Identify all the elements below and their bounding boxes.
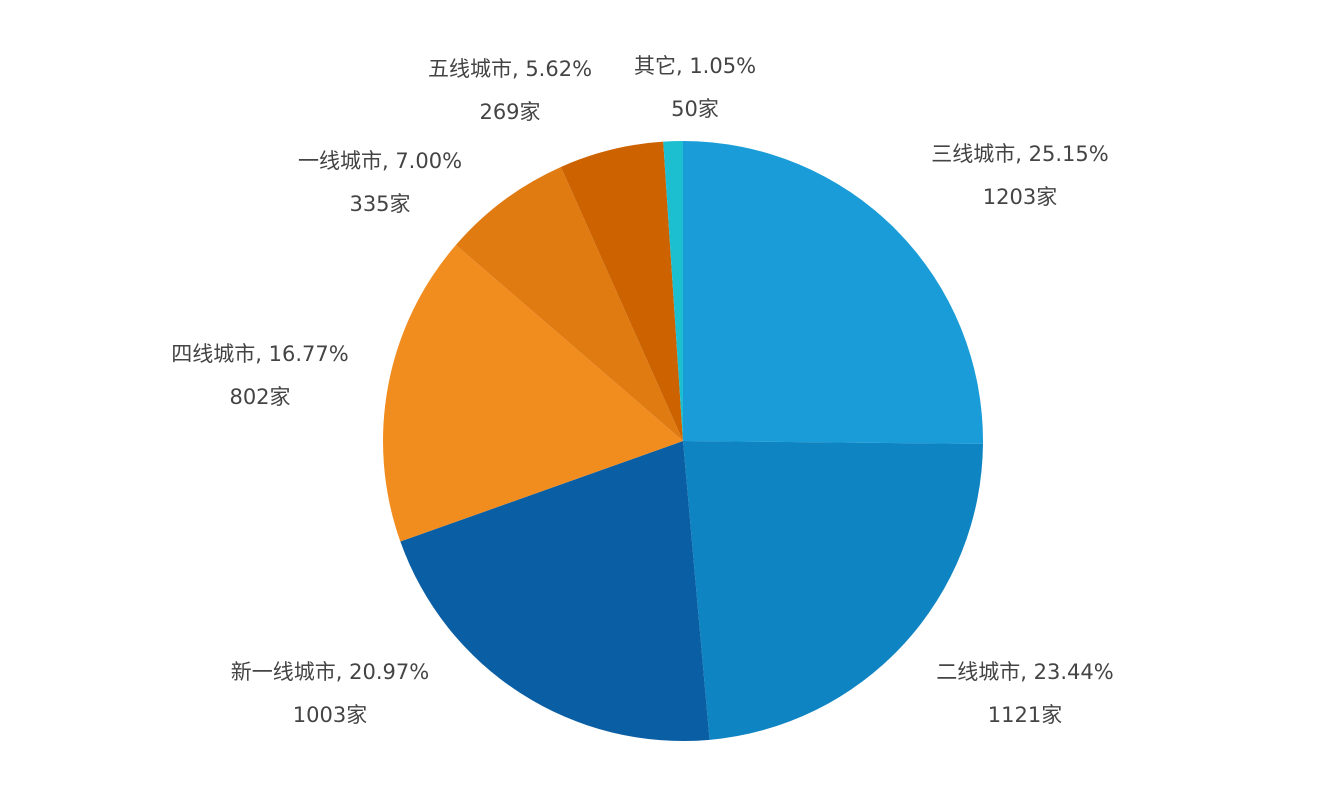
category-name: 四线城市 bbox=[171, 342, 255, 366]
count-label: 269家 bbox=[479, 100, 540, 124]
pie-slice bbox=[400, 441, 710, 741]
pie-slice bbox=[455, 166, 683, 442]
count-label: 335家 bbox=[349, 192, 410, 216]
category-name: 新一线城市 bbox=[231, 660, 336, 684]
pie-slice bbox=[560, 141, 683, 441]
separator: , bbox=[255, 342, 268, 366]
count-label: 802家 bbox=[229, 385, 290, 409]
separator: , bbox=[1020, 660, 1033, 684]
separator: , bbox=[382, 149, 395, 173]
count-label: 1003家 bbox=[293, 703, 367, 727]
count-label: 50家 bbox=[671, 97, 719, 121]
pie-slice bbox=[683, 441, 983, 740]
slice-label: 三线城市, 25.15% bbox=[931, 142, 1108, 166]
value-label: 20.97% bbox=[349, 660, 429, 684]
value-label: 16.77% bbox=[269, 342, 349, 366]
value-label: 23.44% bbox=[1034, 660, 1114, 684]
separator: , bbox=[512, 57, 525, 81]
pie-slice bbox=[663, 141, 683, 441]
slice-label: 新一线城市, 20.97% bbox=[231, 660, 429, 684]
category-name: 三线城市 bbox=[931, 142, 1015, 166]
slice-label: 五线城市, 5.62% bbox=[428, 57, 592, 81]
count-label: 1121家 bbox=[988, 703, 1062, 727]
slice-label: 二线城市, 23.44% bbox=[936, 660, 1113, 684]
pie-slice bbox=[383, 245, 683, 542]
value-label: 1.05% bbox=[689, 54, 756, 78]
value-label: 7.00% bbox=[395, 149, 462, 173]
category-name: 五线城市 bbox=[428, 57, 512, 81]
value-label: 5.62% bbox=[525, 57, 592, 81]
category-name: 其它 bbox=[634, 54, 676, 78]
slice-label: 四线城市, 16.77% bbox=[171, 342, 348, 366]
category-name: 一线城市 bbox=[298, 149, 382, 173]
separator: , bbox=[336, 660, 349, 684]
value-label: 25.15% bbox=[1029, 142, 1109, 166]
separator: , bbox=[676, 54, 689, 78]
separator: , bbox=[1015, 142, 1028, 166]
slice-label: 其它, 1.05% bbox=[634, 54, 756, 78]
slice-label: 一线城市, 7.00% bbox=[298, 149, 462, 173]
pie-slice bbox=[683, 141, 983, 444]
category-name: 二线城市 bbox=[936, 660, 1020, 684]
count-label: 1203家 bbox=[983, 185, 1057, 209]
